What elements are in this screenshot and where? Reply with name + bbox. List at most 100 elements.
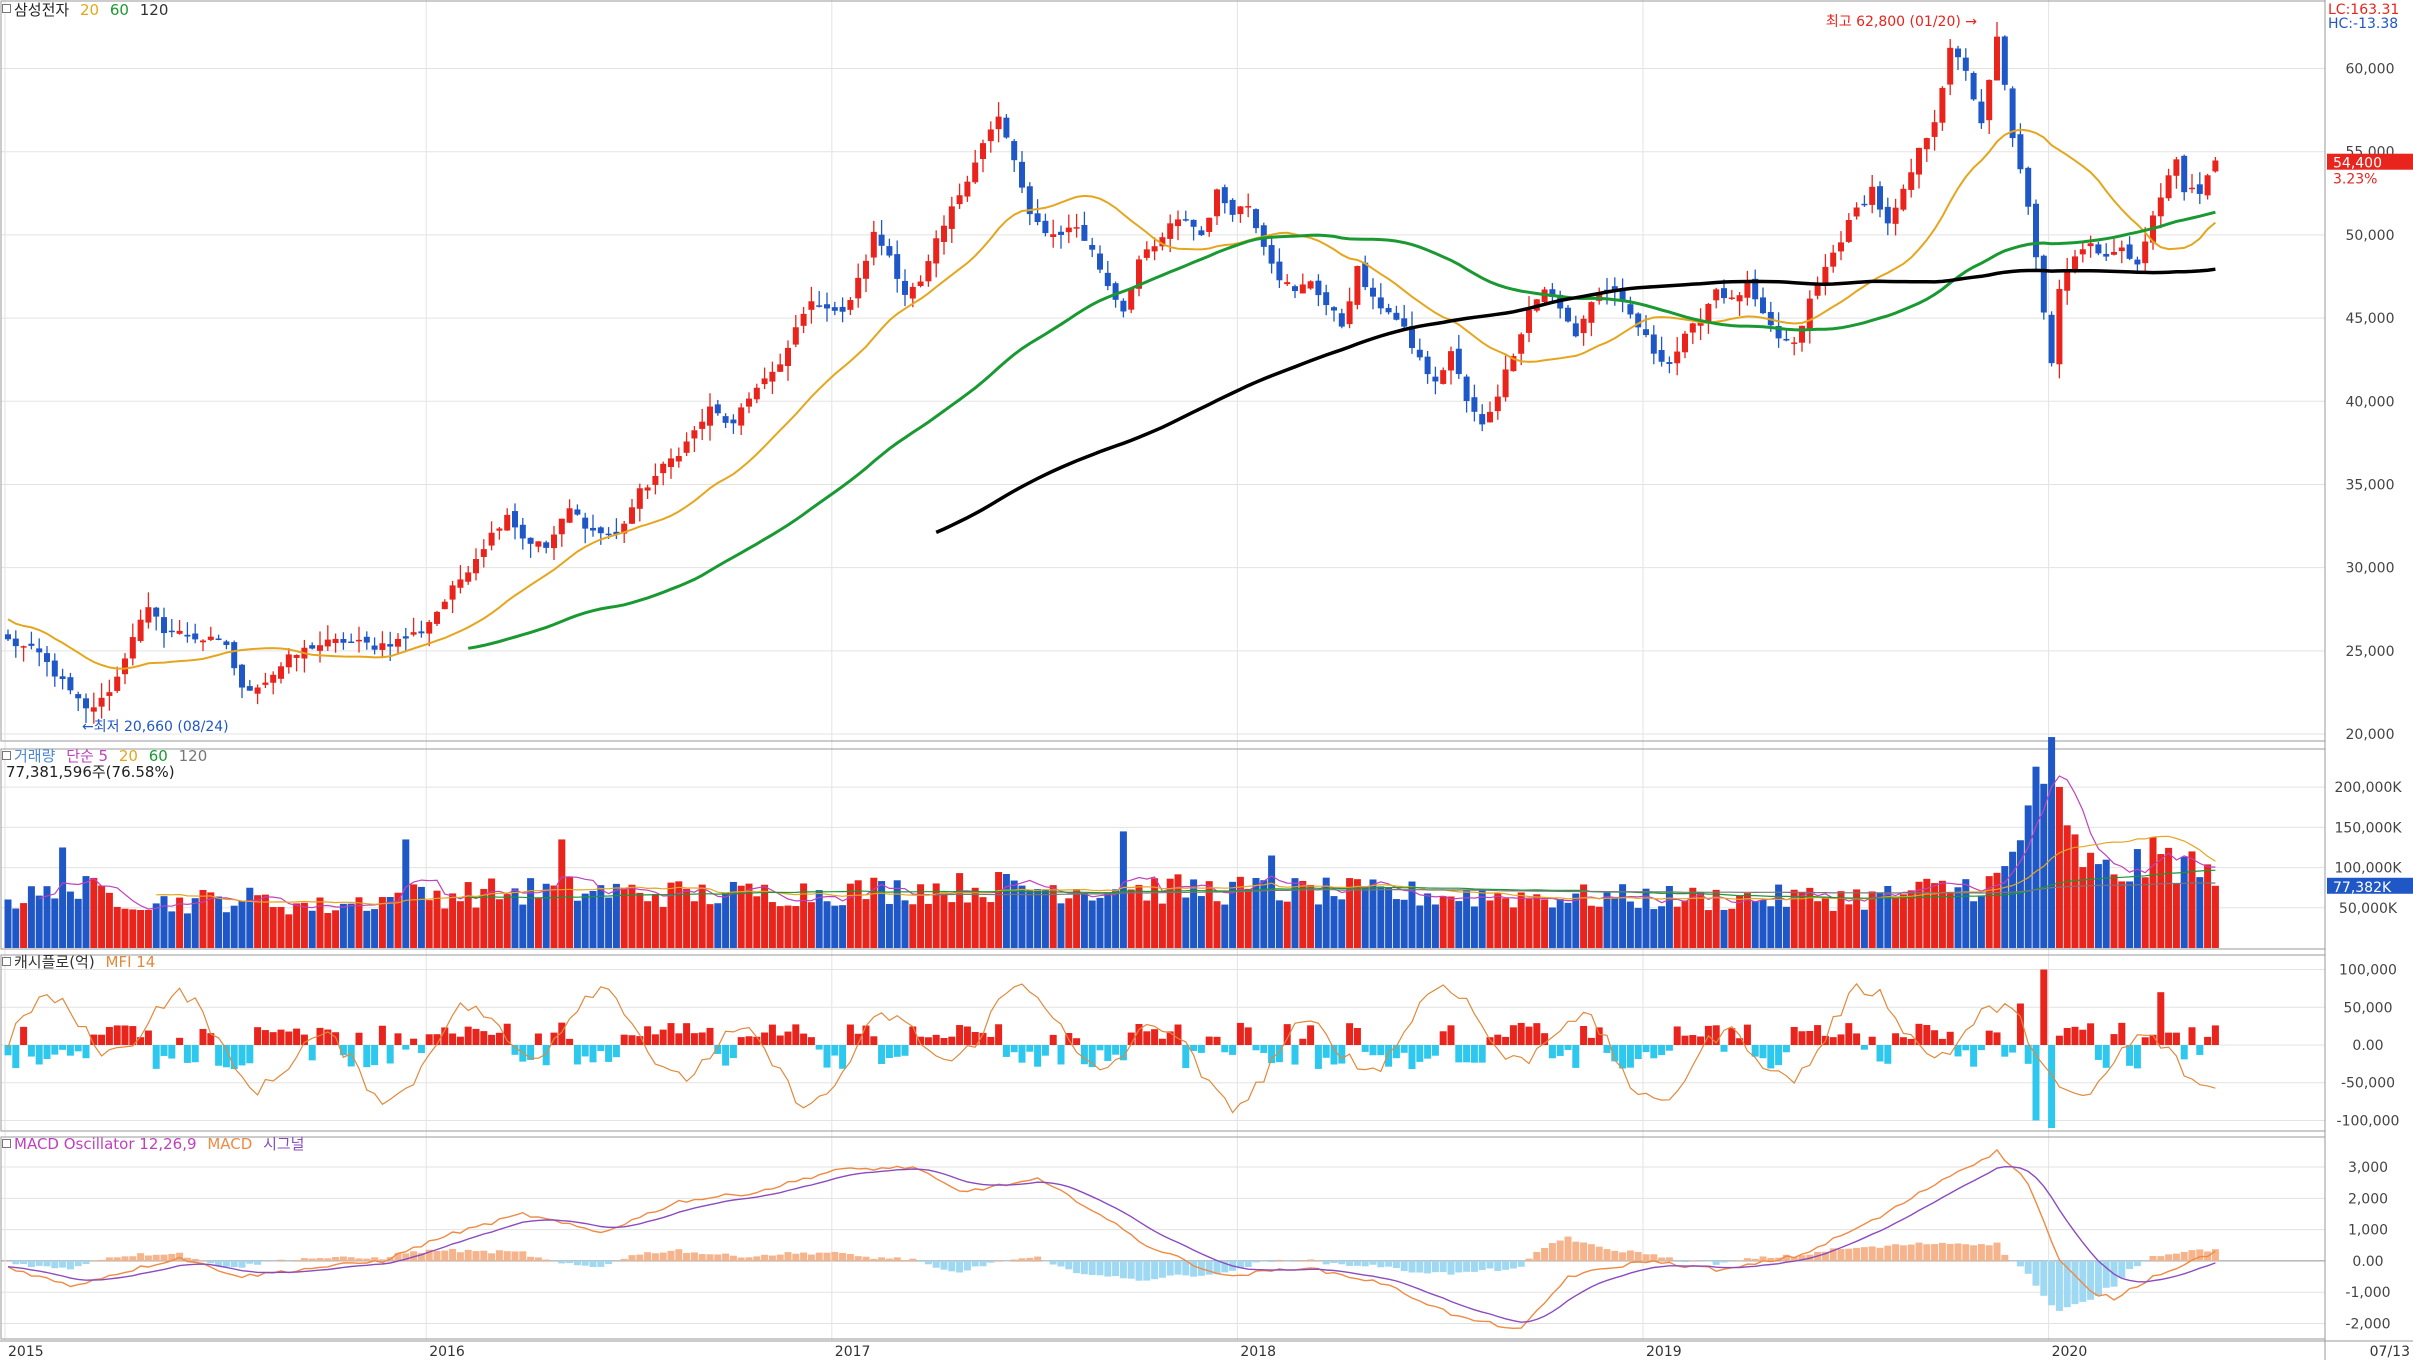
candle-body [543,542,549,548]
candle-body [2002,36,2008,84]
candle-body [1690,323,1696,332]
volume-bar [1385,888,1392,948]
volume-bar [1674,907,1681,948]
cashflow-bar [1182,1045,1189,1068]
volume-bar [379,897,386,948]
macd-oscillator-bar [824,1253,831,1261]
macd-oscillator-bar [309,1259,316,1261]
cashflow-bar [894,1045,901,1057]
mfi-panel-toggle[interactable] [2,957,11,966]
cashflow-bar [2212,1025,2219,1045]
cashflow-bar [1721,1045,1728,1052]
current-change-pct: 3.23% [2333,172,2377,188]
cashflow-bar [1549,1045,1556,1058]
volume-bar [301,903,308,948]
macd-oscillator-bar [1923,1244,1930,1261]
cashflow-bar [145,1031,152,1045]
volume-bar [2165,848,2172,948]
macd-oscillator-bar [1650,1254,1657,1261]
volume-bar [792,906,799,948]
cashflow-bar [808,1037,815,1045]
macd-oscillator-bar [2157,1256,2164,1261]
candle-body [863,261,869,279]
volume-bar [176,898,183,948]
macd-panel-toggle[interactable] [2,1139,11,1148]
volume-bar [1081,893,1088,948]
candle-body [855,278,861,298]
volume-bar [863,899,870,948]
macd-oscillator-bar [1104,1261,1111,1277]
volume-bar [1978,897,1985,948]
candle-body [294,655,300,658]
macd-oscillator-bar [223,1261,230,1267]
cashflow-bar [730,1045,737,1058]
candle-body [325,640,331,647]
cashflow-bar [1401,1045,1408,1053]
volume-bar [340,904,347,948]
volume-panel-toggle[interactable] [2,751,11,760]
candle-body [1674,352,1680,364]
cashflow-bar [504,1024,511,1045]
cashflow-bar [746,1036,753,1045]
macd-oscillator-bar [941,1261,948,1270]
candle-body [239,665,245,688]
candle-body [1386,308,1392,312]
candle-body [1401,318,1407,326]
macd-oscillator-bar [808,1255,815,1261]
candle-body [590,528,596,531]
candle-body [1955,49,1961,58]
cashflow-bar [239,1045,246,1065]
volume-y-tick: 150,000K [2334,820,2402,836]
macd-oscillator-bar [2017,1261,2024,1266]
candle-body [1518,334,1524,353]
candle-body [1066,228,1072,233]
candle-body [270,675,276,683]
cashflow-bar [831,1045,838,1056]
volume-bar [1705,910,1712,948]
macd-oscillator-bar [1401,1261,1408,1271]
candle-body [1854,208,1860,217]
candle-body [894,254,900,279]
cashflow-bar [1323,1045,1330,1058]
candle-body [988,129,994,141]
cashflow-bar [114,1025,121,1045]
candle-body [512,511,518,527]
volume-bar [2142,877,2149,948]
cashflow-bar [1175,1025,1182,1045]
volume-bar [1190,879,1197,948]
price-panel-toggle[interactable] [2,4,11,13]
volume-bar [1970,901,1977,948]
price-y-tick: 40,000 [2346,394,2395,410]
volume-ma120-legend: 120 [179,747,208,765]
cashflow-bar [1861,1045,1868,1050]
macd-oscillator-bar [44,1261,51,1266]
volume-bar [660,907,667,948]
volume-bar [278,907,285,948]
cashflow-bar [98,1035,105,1045]
volume-bar [1151,878,1158,948]
candle-body [582,518,588,529]
x-axis-label-last: 07/13 [2370,1344,2410,1360]
mfi14-legend: MFI 14 [106,953,156,971]
cashflow-bar [371,1045,378,1065]
candle-body [1245,206,1251,208]
volume-bar [51,898,58,948]
cashflow-bar [2173,1033,2180,1045]
macd-oscillator-bar [1510,1261,1517,1269]
cashflow-bar [1892,1033,1899,1045]
stock-name: 삼성전자 [14,1,69,19]
cashflow-bar [1526,1027,1533,1045]
candle-body [1963,58,1969,71]
candle-body [348,642,354,644]
volume-bar [5,899,12,948]
cashflow-bar [2165,1033,2172,1045]
candle-body [980,143,986,159]
volume-bar [785,906,792,948]
candle-body [910,287,916,299]
macd-oscillator-bar [683,1253,690,1261]
candle-body [2025,168,2031,207]
volume-bar [1721,910,1728,948]
cashflow-bar [691,1033,698,1045]
volume-bar [1650,909,1657,948]
